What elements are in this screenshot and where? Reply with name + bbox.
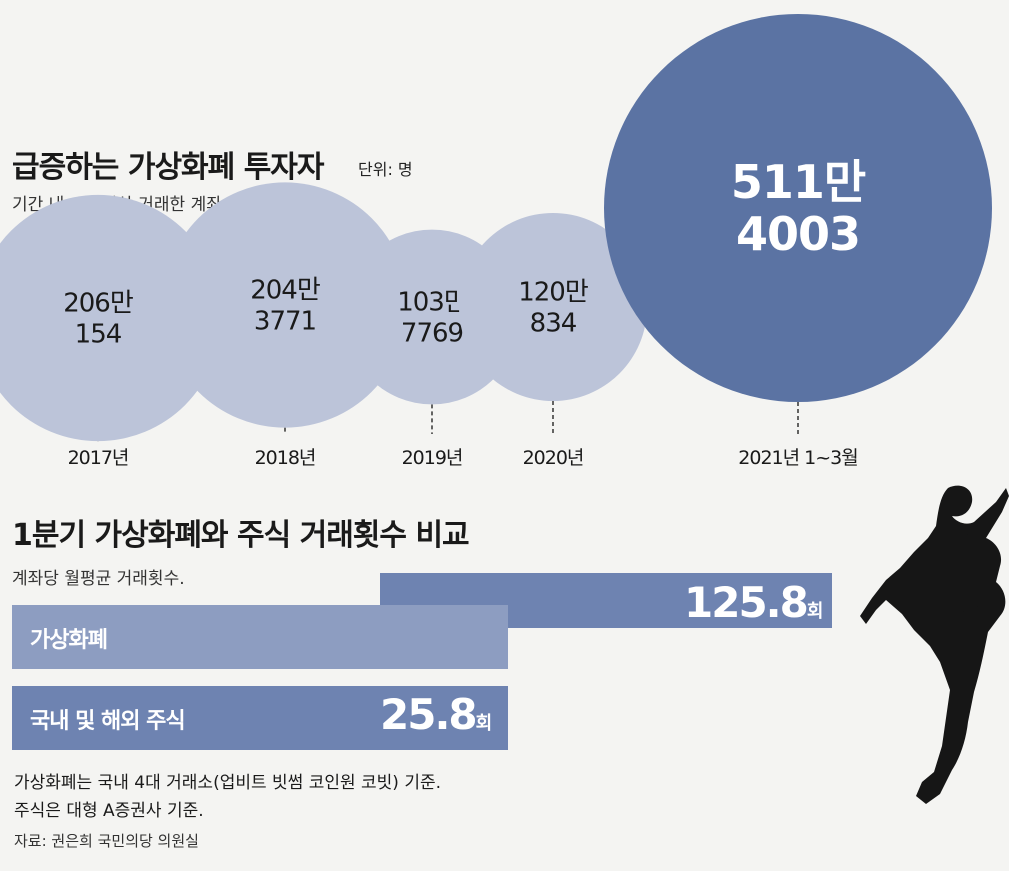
investors-title: 급증하는 가상화폐 투자자 [12, 150, 324, 185]
note-line-2: 주식은 대형 A증권사 기준. [14, 801, 204, 821]
year-label: 2021년 1~3월 [738, 447, 857, 469]
bubble-value-label: 834 [530, 309, 577, 339]
bubble-value-label: 3771 [254, 307, 316, 337]
stock-bar-value: 25.8회 [380, 690, 492, 739]
crypto-value-unit: 회 [806, 601, 824, 622]
trades-title: 1분기 가상화폐와 주식 거래횟수 비교 [12, 518, 470, 553]
crypto-value-number: 125.8 [684, 578, 809, 627]
crypto-bar-value: 125.8회 [684, 578, 823, 627]
trades-subtitle: 계좌당 월평균 거래횟수. [12, 569, 185, 589]
year-label: 2019년 [402, 447, 463, 469]
stock-bar-label: 국내 및 해외 주식 [30, 709, 186, 734]
year-label: 2018년 [255, 447, 316, 469]
bubble-value-label: 4003 [736, 207, 860, 261]
note-line-1: 가상화폐는 국내 4대 거래소(업비트 빗썸 코인원 코빗) 기준. [14, 773, 442, 793]
bubble-4 [604, 14, 992, 402]
stock-value-unit: 회 [475, 713, 493, 734]
crypto-bar-label: 가상화폐 [30, 628, 108, 653]
bubble-value-label: 154 [75, 320, 122, 350]
crypto-bar-front [12, 605, 508, 669]
climber-illustration [860, 485, 1009, 804]
unit-label: 단위: 명 [358, 160, 413, 179]
bubble-3 [458, 212, 648, 402]
stock-bar [12, 686, 508, 750]
bubble-1 [162, 182, 408, 428]
bubble-value-label: 103만 [397, 288, 467, 318]
bubble-value-label: 204만 [250, 276, 320, 306]
bubble-value-label: 120만 [518, 278, 588, 308]
year-label: 2020년 [523, 447, 584, 469]
year-label: 2017년 [68, 447, 129, 469]
source-label: 자료: 권은희 국민의당 의원실 [14, 832, 199, 850]
stock-value-number: 25.8 [380, 690, 478, 739]
bubble-value-label: 7769 [401, 319, 463, 349]
bubble-0 [0, 194, 222, 442]
crypto-bar [380, 573, 832, 628]
bubble-value-label: 206만 [63, 289, 133, 319]
bubble-value-label: 511만 [731, 155, 866, 209]
